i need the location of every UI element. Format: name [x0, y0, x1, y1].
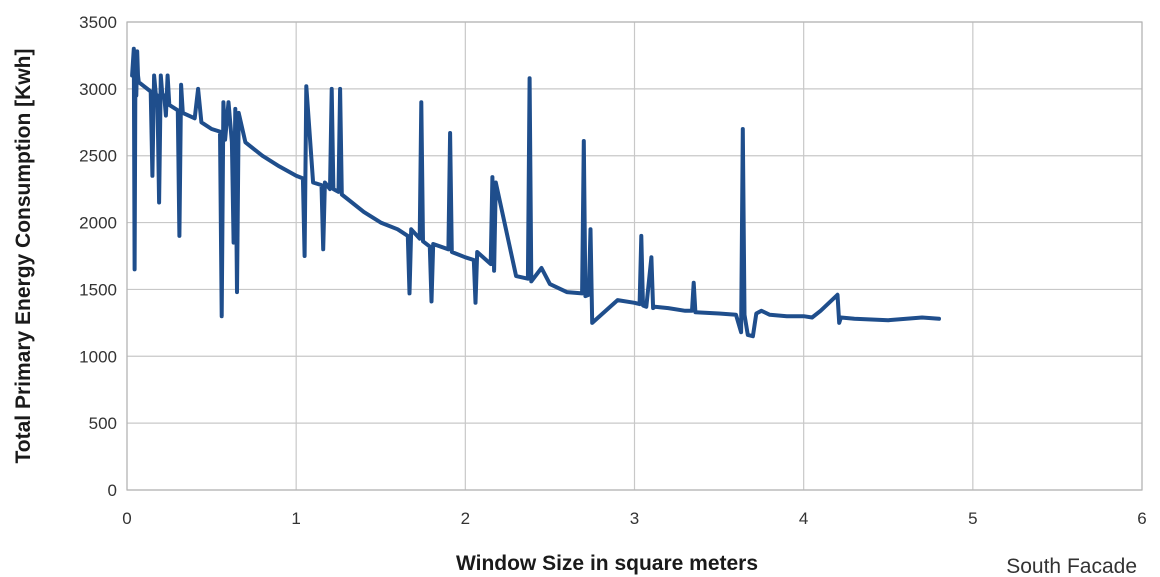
y-tick-label: 1000	[79, 347, 117, 366]
gridlines	[126, 21, 1143, 491]
y-tick-label: 2500	[79, 147, 117, 166]
series-line-0	[130, 46, 941, 339]
y-tick-label: 3000	[79, 80, 117, 99]
y-tick-label: 500	[89, 414, 117, 433]
x-tick-label: 0	[122, 509, 131, 528]
y-tick-label: 3500	[79, 13, 117, 32]
x-axis-title: Window Size in square meters	[456, 552, 758, 575]
x-tick-label: 5	[968, 509, 977, 528]
facade-annotation: South Facade	[1006, 555, 1137, 577]
x-tick-label: 1	[291, 509, 300, 528]
y-tick-label: 1500	[79, 280, 117, 299]
y-axis-title: Total Primary Energy Consumption [Kwh]	[12, 49, 35, 464]
series-layer	[130, 46, 941, 339]
x-tick-label: 6	[1137, 509, 1146, 528]
y-tick-label: 0	[108, 481, 117, 500]
plot-area-frame	[126, 21, 1143, 491]
x-tick-label: 3	[630, 509, 639, 528]
x-tick-labels: 0 1 2 3 4 5 6	[122, 509, 1146, 528]
x-tick-label: 2	[461, 509, 470, 528]
y-tick-label: 2000	[79, 214, 117, 233]
y-tick-labels: 0 500 1000 1500 2000 2500 3000 3500	[79, 13, 117, 500]
x-tick-label: 4	[799, 509, 808, 528]
